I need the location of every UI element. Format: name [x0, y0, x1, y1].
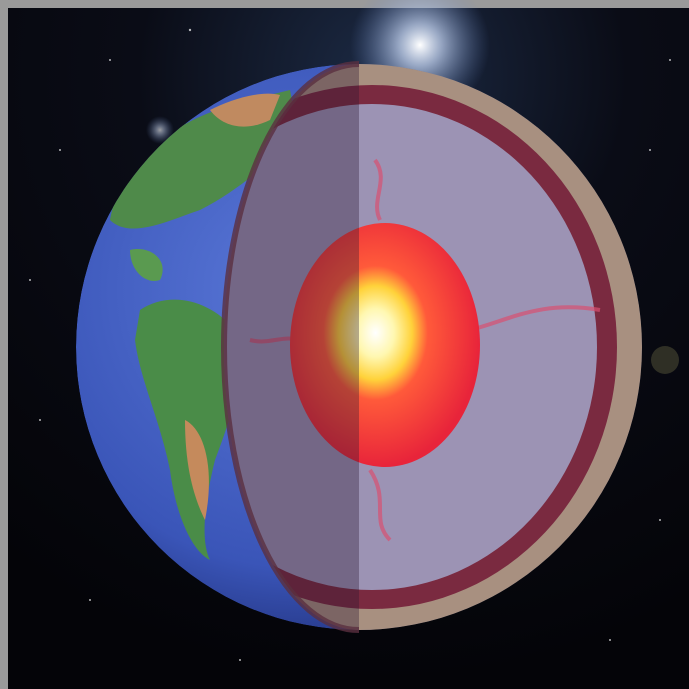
central-america — [130, 249, 163, 281]
cut-edge — [221, 61, 360, 633]
star-glow — [146, 116, 174, 144]
cut-shadow — [224, 64, 359, 630]
south-america-desert — [185, 420, 209, 520]
distant-planet — [651, 346, 679, 374]
core — [290, 223, 480, 467]
north-america-desert — [210, 93, 280, 127]
mantle-plumes — [249, 158, 601, 542]
stars — [29, 28, 671, 661]
